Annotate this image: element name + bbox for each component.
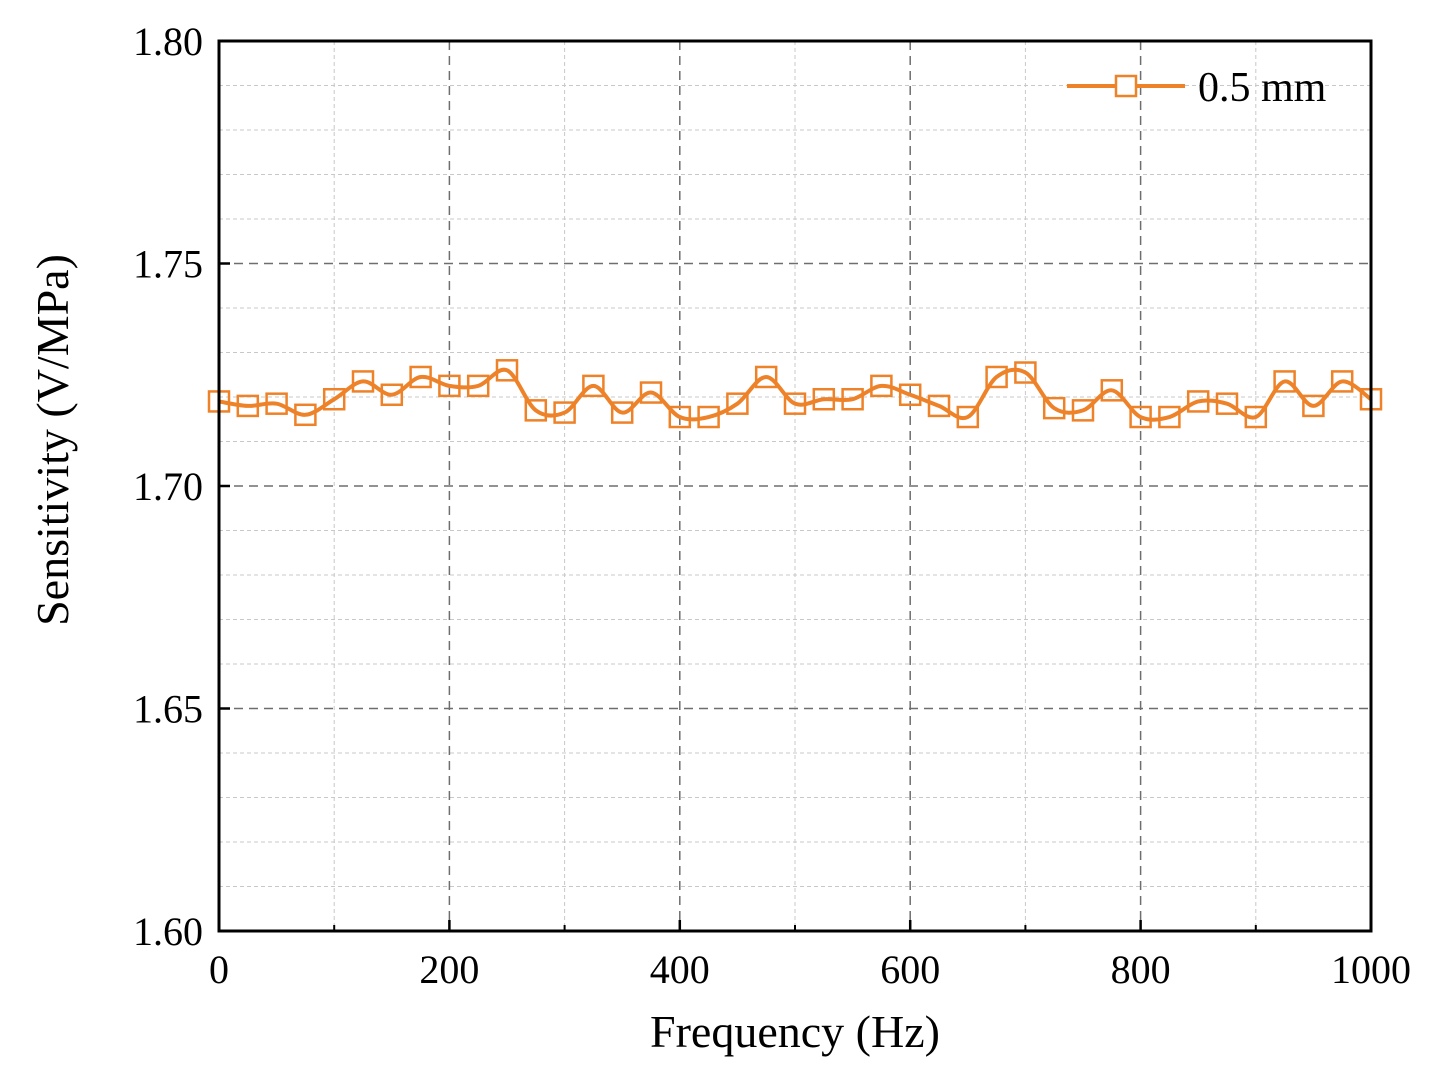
data-point-marker	[1158, 405, 1181, 429]
data-point-marker	[322, 387, 346, 411]
data-point-marker	[1186, 390, 1210, 413]
data-point-marker	[1042, 396, 1066, 420]
x-tick-label: 200	[419, 947, 479, 992]
legend: 0.5 mm	[1067, 65, 1327, 111]
y-tick-label: 1.80	[133, 19, 203, 64]
data-point-marker	[380, 383, 404, 407]
data-point-marker	[1244, 405, 1268, 429]
y-tick-label: 1.75	[133, 242, 203, 287]
data-point-marker	[639, 381, 663, 404]
y-axis-title: Sensitivity (V/MPa)	[27, 254, 78, 626]
y-tick-label: 1.70	[133, 464, 203, 509]
data-point-marker	[1100, 379, 1124, 402]
data-point-marker	[1330, 370, 1354, 393]
data-point-marker	[265, 392, 288, 415]
x-tick-label: 600	[880, 947, 940, 992]
data-point-marker	[236, 394, 260, 418]
data-point-marker	[1014, 361, 1037, 384]
data-point-marker	[294, 403, 317, 427]
data-point-marker	[985, 365, 1008, 389]
legend-square-marker	[1114, 74, 1138, 98]
series-layer	[207, 359, 1383, 429]
data-point-marker	[1215, 392, 1239, 415]
y-tick-label: 1.60	[133, 909, 203, 954]
data-point-marker	[1273, 370, 1296, 393]
data-point-marker	[783, 392, 807, 415]
data-point-marker	[351, 370, 375, 393]
series-line	[218, 367, 1373, 422]
x-tick-label: 0	[209, 947, 229, 992]
legend-label: 0.5 mm	[1198, 65, 1327, 111]
data-point-marker	[697, 405, 720, 429]
data-point-marker	[610, 401, 634, 424]
x-tick-label: 400	[650, 947, 710, 992]
data-point-marker	[927, 394, 951, 418]
plot-frame	[217, 39, 1373, 933]
label-layer: 0 200 400 600 800 1000 1.60 1.65 1.70 1.75 1.80	[133, 19, 1411, 992]
data-point-marker	[524, 399, 548, 422]
data-point-marker	[495, 359, 519, 382]
data-point-marker	[438, 374, 461, 398]
data-point-marker	[1129, 405, 1152, 429]
data-point-marker	[956, 405, 980, 429]
data-point-marker	[1071, 399, 1095, 422]
x-axis-title: Frequency (Hz)	[650, 1006, 940, 1057]
data-point-marker	[726, 392, 749, 415]
x-tick-label: 800	[1111, 947, 1171, 992]
data-point-marker	[812, 387, 836, 411]
data-point-marker	[870, 374, 893, 398]
data-point-marker	[841, 387, 864, 411]
data-point-marker	[898, 383, 922, 407]
data-point-marker	[668, 405, 692, 429]
data-point-marker	[553, 401, 576, 424]
x-tick-label: 1000	[1331, 947, 1411, 992]
data-point-marker	[754, 365, 778, 389]
data-point-marker	[409, 365, 432, 389]
data-point-marker	[1302, 394, 1325, 418]
grid-layer	[219, 41, 1371, 931]
data-point-marker	[582, 374, 605, 398]
y-tick-label: 1.65	[133, 687, 203, 732]
data-point-marker	[466, 374, 490, 398]
